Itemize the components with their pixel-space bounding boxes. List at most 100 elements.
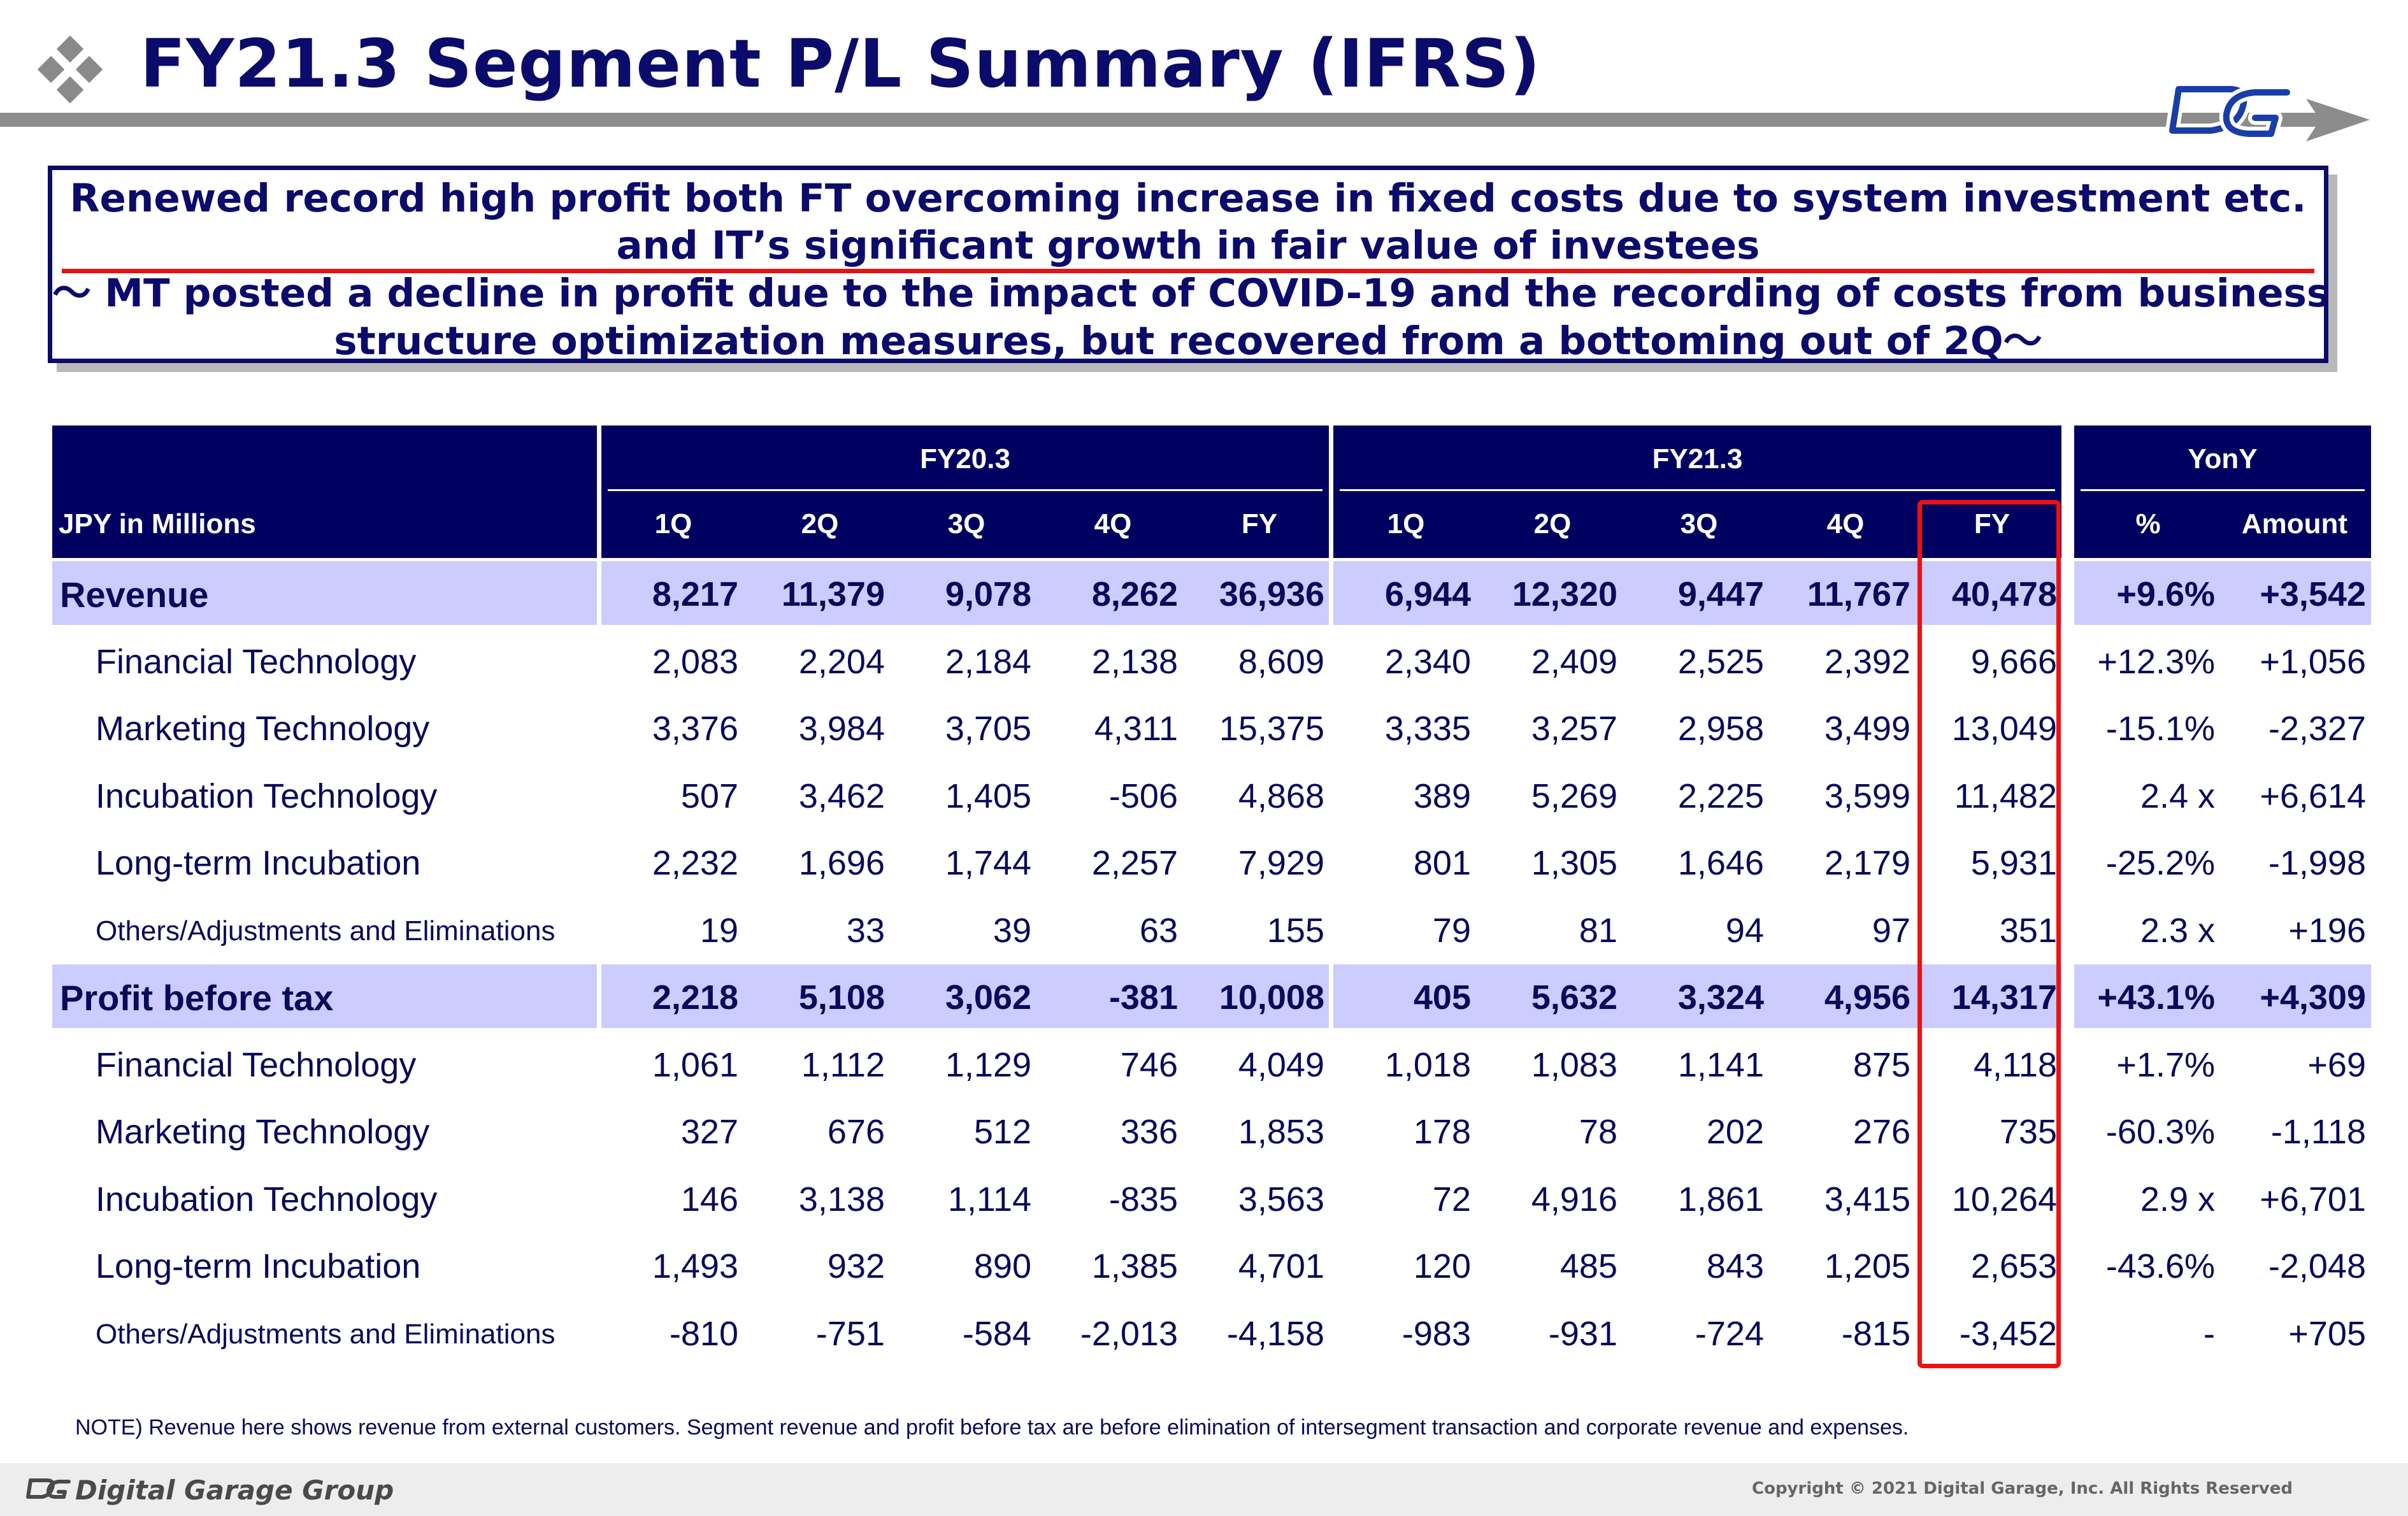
table-cell: 81 — [1579, 911, 1617, 950]
footnote: NOTE) Revenue here shows revenue from ex… — [75, 1415, 1909, 1440]
table-cell: 4,311 — [1094, 710, 1178, 748]
table-cell: 2,653 — [1970, 1247, 2057, 1285]
table-cell: -25.2% — [2105, 844, 2215, 882]
table-cell: -983 — [1401, 1314, 1471, 1353]
headline-line-2: and IT’s significant growth in fair valu… — [616, 223, 1760, 268]
title-divider — [0, 113, 2166, 127]
table-cell: 14,317 — [1951, 978, 2057, 1017]
table-header-fy20-cell: FY20.3 — [601, 425, 1329, 558]
table-cell: 178 — [1413, 1113, 1471, 1151]
table-cell: 78 — [1579, 1113, 1617, 1151]
table-header-fy21-cell: FY21.3 — [1333, 425, 2061, 558]
table-cell: 6,944 — [1384, 575, 1471, 613]
table-cell: 1,405 — [945, 776, 1031, 815]
table-cell: +4,309 — [2260, 978, 2366, 1017]
headline-box: Renewed record high profit both FT overc… — [48, 166, 2330, 364]
table-cell: +1,056 — [2260, 642, 2366, 681]
copyright-text: Copyright © 2021 Digital Garage, Inc. Al… — [1752, 1479, 2293, 1498]
table-row: Incubation Technology 146 3,138 1,114 -835 3,… — [52, 1166, 2371, 1233]
table-cell: 11,767 — [1807, 575, 1910, 613]
table-cell: 5,632 — [1531, 978, 1617, 1017]
table-cell: 4,118 — [1973, 1045, 2057, 1084]
table-cell: 3,984 — [798, 710, 885, 748]
table-cell: -381 — [1108, 978, 1178, 1017]
table-cell: 746 — [1120, 1045, 1178, 1084]
table-cell: 507 — [680, 776, 738, 815]
table-cell: 2,409 — [1531, 642, 1617, 681]
table-row: Incubation Technology 507 3,462 1,405 -506 4,… — [52, 763, 2371, 830]
table-cell: 3,376 — [652, 710, 738, 748]
headline-line-1: Renewed record high profit both FT overc… — [69, 176, 2307, 221]
table-cell: 9,078 — [945, 575, 1031, 613]
row-label: Incubation Technology — [96, 1180, 438, 1219]
table-cell: 19 — [699, 911, 738, 950]
table-cell: -506 — [1108, 776, 1178, 815]
table-row: Long-term Incubation 1,493 932 890 1,385 4,70… — [52, 1233, 2371, 1300]
table-cell: 63 — [1139, 911, 1178, 950]
table-cell: 2.3 x — [2140, 911, 2215, 950]
table-cell: 155 — [1266, 911, 1324, 950]
table-cell: 276 — [1853, 1113, 1910, 1151]
table-cell: 3,599 — [1824, 776, 1910, 815]
table-cell: 875 — [1853, 1045, 1910, 1084]
table-cell: +12.3% — [2097, 642, 2215, 681]
table-row: Others/Adjustments and Eliminations -810 -… — [52, 1301, 2371, 1368]
table-cell: +43.1% — [2097, 978, 2215, 1017]
table-cell: 843 — [1706, 1247, 1764, 1285]
table-cell: 3,335 — [1384, 710, 1471, 748]
table-cell: 2.4 x — [2140, 776, 2215, 815]
table-cell: +1.7% — [2116, 1045, 2215, 1084]
table-cell: -4,158 — [1226, 1314, 1324, 1353]
table-cell: 336 — [1120, 1113, 1178, 1151]
table-cell: -815 — [1841, 1314, 1910, 1353]
table-cell: 3,462 — [798, 776, 885, 815]
table-cell: 5,108 — [798, 978, 885, 1017]
table-cell: 1,061 — [652, 1045, 738, 1084]
group-fy20: FY20.3 — [920, 443, 1010, 475]
table-cell: -1,118 — [2270, 1113, 2366, 1151]
table-cell: 2,218 — [652, 978, 738, 1017]
table-cell: 1,744 — [945, 844, 1031, 882]
table-cell: 1,493 — [652, 1247, 738, 1285]
table-cell: 2,525 — [1677, 642, 1764, 681]
table-cell: 1,141 — [1677, 1045, 1764, 1084]
table-cell: 4,701 — [1238, 1247, 1324, 1285]
table-cell: +705 — [2288, 1314, 2366, 1353]
column-header: Amount — [2241, 508, 2348, 540]
table-cell: 5,931 — [1970, 844, 2057, 882]
table-cell: 79 — [1432, 911, 1471, 950]
column-header: 4Q — [1826, 508, 1865, 540]
row-label: Revenue — [60, 575, 209, 615]
table-cell: 9,447 — [1677, 575, 1764, 613]
table-cell: 36,936 — [1219, 575, 1324, 613]
headline-line-3: ～ MT posted a decline in profit due to t… — [52, 271, 2330, 316]
diamond-cluster-icon — [37, 35, 103, 104]
table-cell: +9.6% — [2116, 575, 2215, 613]
table-header-yony-cell: YonY — [2074, 425, 2371, 558]
table-cell: -835 — [1108, 1180, 1178, 1219]
table-cell: -2,013 — [1080, 1314, 1178, 1353]
table-cell: 97 — [1872, 911, 1910, 950]
row-label: Others/Adjustments and Eliminations — [96, 1318, 555, 1350]
table-cell: 1,385 — [1091, 1247, 1178, 1285]
table-cell: 3,415 — [1824, 1180, 1910, 1219]
column-header: 4Q — [1094, 508, 1132, 540]
table-cell: 1,129 — [945, 1045, 1031, 1084]
table-cell: 4,049 — [1238, 1045, 1324, 1084]
table-cell: 15,375 — [1219, 710, 1324, 748]
table-cell: 146 — [680, 1180, 738, 1219]
dg-logo-icon — [2165, 82, 2294, 141]
column-header: FY — [1974, 508, 2010, 540]
table-cell: 1,861 — [1677, 1180, 1764, 1219]
table-cell: 512 — [973, 1113, 1031, 1151]
table-cell: 1,083 — [1531, 1045, 1617, 1084]
table-cell: 1,853 — [1238, 1113, 1324, 1151]
table-cell: 3,257 — [1531, 710, 1617, 748]
column-header: 3Q — [947, 508, 985, 540]
table-cell: -1,998 — [2268, 844, 2366, 882]
table-cell: 1,205 — [1824, 1247, 1910, 1285]
row-label: Long-term Incubation — [96, 844, 421, 882]
table-cell: 405 — [1413, 978, 1471, 1017]
table-cell: 351 — [1999, 911, 2057, 950]
table-cell: 3,062 — [945, 978, 1031, 1017]
